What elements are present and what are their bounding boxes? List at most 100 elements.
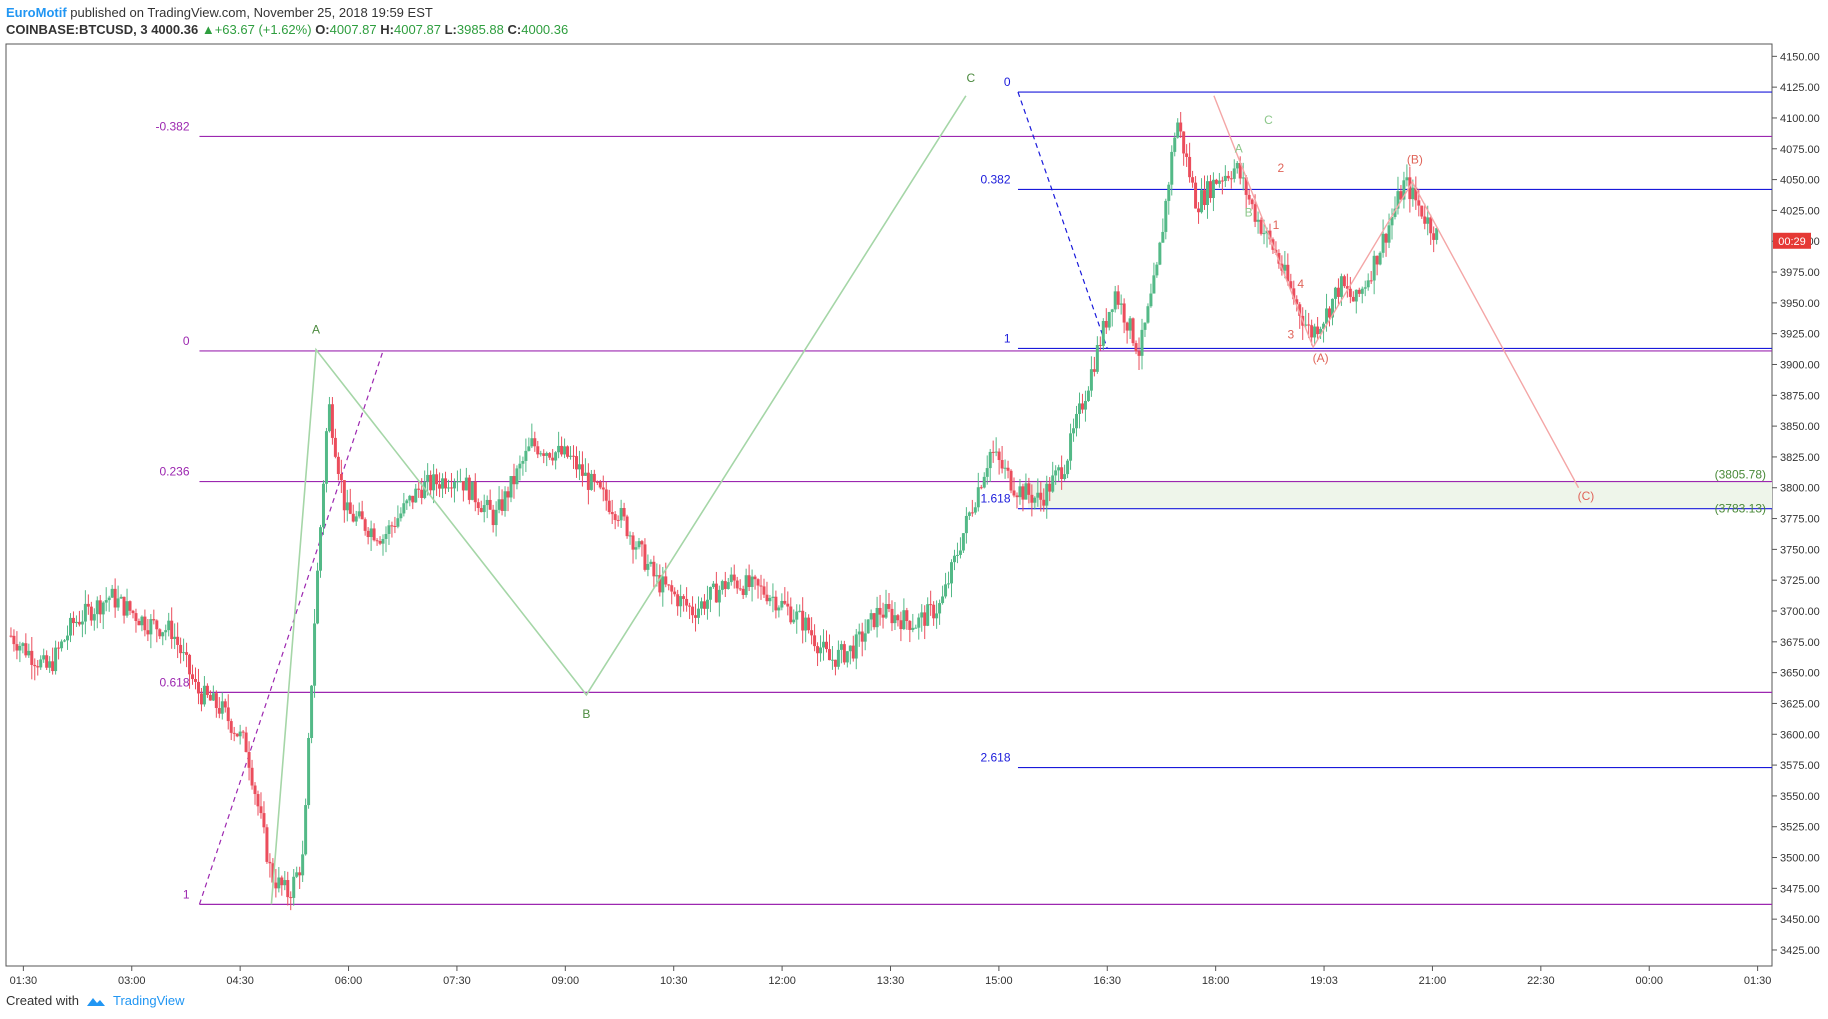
candle-body: [1247, 194, 1251, 200]
candle-body: [1372, 255, 1376, 281]
price-chart[interactable]: 4150.00 4125.00 4100.00 4075.00 4050.00 4025.…: [0, 0, 1828, 990]
target-zone: [1027, 480, 1772, 509]
candle-body: [458, 481, 462, 483]
candle-body: [1057, 467, 1061, 471]
candle-body: [345, 502, 349, 511]
fib-extension-label: 2.618: [981, 751, 1011, 765]
candle-body: [1313, 326, 1317, 338]
candle-body: [572, 455, 576, 457]
candle-body: [354, 516, 358, 522]
candle-body: [467, 477, 471, 500]
candle-body: [110, 588, 114, 598]
candle-body: [830, 659, 834, 661]
candle-body: [548, 453, 552, 458]
candle-body: [1342, 276, 1346, 287]
candle-body: [54, 647, 58, 672]
candle-body: [750, 576, 754, 587]
candle-body: [21, 643, 25, 646]
candle-body: [628, 535, 632, 537]
candle-body: [574, 456, 578, 470]
elliott-wave-red: [1213, 95, 1580, 489]
candle-body: [363, 519, 367, 531]
wave-label: 1: [1273, 218, 1280, 232]
candle-body: [1018, 486, 1022, 498]
candle-body: [771, 596, 775, 598]
candle-body: [595, 481, 599, 483]
candle-body: [1173, 137, 1177, 152]
y-tick-label: 3425.00: [1780, 945, 1820, 957]
candle-body: [128, 601, 132, 611]
candle-body: [994, 451, 998, 453]
candle-body: [827, 649, 831, 661]
candle-body: [1021, 486, 1025, 500]
candle-body: [327, 404, 331, 432]
wave-label: A: [312, 323, 320, 337]
candle-body: [226, 707, 230, 722]
candle-body: [768, 597, 772, 602]
candle-body: [1116, 291, 1120, 305]
candle-body: [271, 863, 275, 883]
candle-body: [613, 514, 617, 520]
symbol-label: COINBASE:BTCUSD, 3: [6, 22, 148, 37]
candle-body: [735, 580, 739, 589]
candle-body: [1339, 276, 1343, 297]
candle-body: [116, 598, 120, 608]
candle-body: [420, 489, 424, 498]
candle-body: [211, 693, 215, 701]
candle-body: [515, 468, 519, 485]
candle-body: [360, 511, 364, 520]
candle-body: [694, 615, 698, 618]
candle-body: [863, 633, 867, 642]
candle-body: [68, 617, 72, 636]
candle-body: [48, 661, 52, 668]
candle-body: [238, 731, 242, 737]
candle-body: [1426, 217, 1430, 224]
candle-body: [887, 603, 891, 609]
candle-body: [819, 647, 823, 654]
candle-body: [1134, 343, 1138, 352]
candle-body: [640, 541, 644, 545]
candle-body: [563, 446, 567, 455]
candle-body: [1432, 233, 1436, 240]
candle-body: [1140, 329, 1144, 356]
candle-body: [1066, 460, 1070, 475]
candle-body: [1164, 200, 1168, 232]
candle-body: [1226, 175, 1230, 179]
candle-body: [720, 581, 724, 590]
fib-retracement-label: 0: [183, 334, 190, 348]
candle-body: [1229, 178, 1233, 180]
candle-body: [610, 512, 614, 515]
candle-body: [774, 596, 778, 611]
candle-body: [836, 649, 840, 667]
candle-body: [557, 445, 561, 453]
candle-body: [199, 693, 203, 705]
candle-body: [539, 453, 543, 455]
candle-body: [167, 620, 171, 631]
candle-body: [208, 694, 212, 701]
candle-body: [950, 562, 954, 584]
candle-body: [1003, 467, 1007, 469]
candle-body: [902, 610, 906, 630]
candle-body: [1000, 460, 1004, 469]
candle-body: [250, 767, 254, 786]
candle-body: [705, 599, 709, 609]
candle-body: [74, 621, 78, 624]
candle-body: [786, 603, 790, 607]
candle-body: [1250, 199, 1254, 205]
author-name[interactable]: EuroMotif: [6, 5, 67, 20]
tradingview-link[interactable]: TradingView: [112, 993, 185, 1008]
candle-body: [682, 596, 686, 599]
candle-body: [247, 751, 251, 768]
candle-body: [220, 701, 224, 714]
candle-body: [173, 636, 177, 640]
candle-body: [833, 659, 837, 667]
tradingview-cloud-icon: [86, 997, 105, 1006]
candle-body: [1351, 296, 1355, 302]
x-tick-label: 01:30: [1744, 975, 1772, 987]
wave-label: B: [1245, 206, 1253, 220]
candle-body: [685, 598, 689, 606]
candle-body: [438, 484, 442, 489]
candle-body: [119, 596, 123, 599]
candle-body: [298, 872, 302, 876]
candle-body: [262, 813, 266, 828]
